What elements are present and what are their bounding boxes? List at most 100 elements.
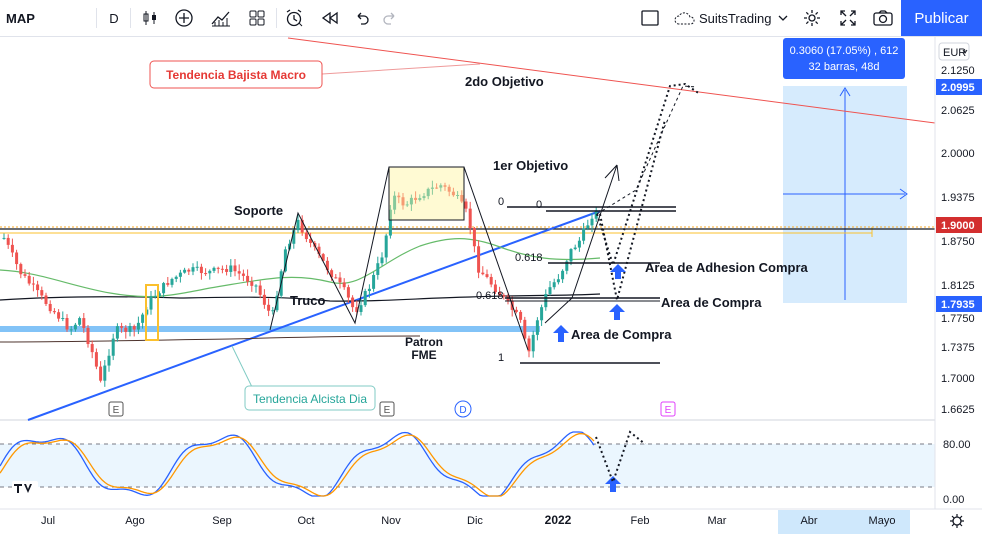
- time-tick: 2022: [545, 513, 572, 527]
- candle-body: [27, 275, 31, 284]
- time-tick: Feb: [631, 515, 650, 527]
- candle-body: [31, 283, 35, 285]
- layout-icon[interactable]: [636, 0, 664, 36]
- ma-short-line: [0, 238, 601, 298]
- candle-body: [229, 265, 233, 272]
- dividend-marker[interactable]: [454, 400, 472, 418]
- indicators-icon[interactable]: [206, 0, 236, 36]
- candle-body: [115, 326, 119, 339]
- candle-body: [405, 204, 409, 206]
- candle-body: [321, 254, 325, 261]
- time-range-highlight: [778, 510, 910, 534]
- candle-body: [552, 282, 556, 288]
- candle-body: [195, 266, 199, 268]
- price-candles: [2, 180, 598, 387]
- price-tick: 2.0625: [941, 105, 975, 117]
- replay-icon[interactable]: [316, 0, 344, 36]
- candle-body: [233, 265, 237, 272]
- candle-body: [472, 228, 476, 247]
- price-tick: 2.0000: [941, 148, 975, 160]
- candle-body: [414, 197, 418, 200]
- candle-body: [220, 268, 224, 270]
- candle-body: [430, 187, 434, 189]
- price-axis[interactable]: [935, 37, 982, 509]
- bull-trend-line[interactable]: [27, 210, 601, 421]
- redo-icon[interactable]: [378, 0, 402, 36]
- candle-body: [166, 283, 170, 285]
- candle-body: [10, 244, 14, 253]
- chevron-down-icon[interactable]: [774, 0, 792, 36]
- candle-body: [61, 317, 65, 319]
- candle-body: [258, 285, 262, 295]
- undo-icon[interactable]: [350, 0, 374, 36]
- pattern-label-line1: Patron: [405, 335, 443, 349]
- top-toolbar: MAP D SuitsTrading Publicar: [0, 0, 982, 37]
- candle-body: [468, 208, 472, 229]
- fullscreen-icon[interactable]: [834, 0, 862, 36]
- bull-trend-callout[interactable]: [244, 385, 376, 411]
- candle-body: [586, 225, 590, 229]
- oscillator-tick: 80.00: [943, 439, 971, 451]
- candle-body: [355, 307, 359, 312]
- candle-body: [300, 219, 304, 233]
- consolidation-box[interactable]: [388, 166, 465, 221]
- candle-body: [456, 195, 460, 197]
- price-tick: 2.1250: [941, 65, 975, 77]
- candle-body: [426, 188, 430, 197]
- candle-body: [48, 303, 52, 312]
- currency-button[interactable]: [938, 42, 970, 61]
- brand-label[interactable]: SuitsTrading: [699, 10, 772, 26]
- candle-body: [590, 218, 594, 226]
- candle-body: [174, 276, 178, 279]
- candle-body: [502, 294, 506, 297]
- time-tick: Nov: [381, 515, 401, 527]
- settings-icon[interactable]: [798, 0, 826, 36]
- candle-body: [225, 269, 229, 272]
- candle-body: [573, 247, 577, 250]
- candle-body: [351, 297, 355, 308]
- add-indicator-icon[interactable]: [170, 0, 198, 36]
- earnings-marker[interactable]: [108, 401, 124, 417]
- time-ticks: Jul Ago Sep Oct Nov Dic 2022 Feb Mar Abr…: [41, 513, 895, 527]
- candle-body: [447, 186, 451, 192]
- candle-body: [380, 257, 384, 264]
- candle-body: [514, 309, 518, 312]
- fib-label-0: 0: [536, 199, 542, 211]
- candle-body: [149, 296, 153, 310]
- buy-arrow-icon: [610, 264, 626, 279]
- candle-body: [561, 270, 565, 280]
- candle-body: [346, 287, 350, 298]
- cloud-icon[interactable]: [672, 0, 698, 36]
- axis-settings-icon[interactable]: [950, 514, 964, 528]
- bull-callout-pointer: [231, 345, 253, 388]
- divider: [130, 8, 131, 28]
- candle-body: [57, 312, 61, 319]
- ma-very-long-line: [0, 335, 421, 343]
- bear-trend-callout[interactable]: [149, 60, 323, 89]
- candles-icon[interactable]: [136, 0, 164, 36]
- candle-body: [271, 310, 275, 312]
- candle-body: [52, 311, 56, 313]
- snapshot-icon[interactable]: [868, 0, 898, 36]
- tradingview-logo: [12, 481, 38, 495]
- truco-box[interactable]: [145, 284, 159, 341]
- candle-body: [36, 284, 40, 291]
- earnings-marker[interactable]: [379, 401, 395, 417]
- candle-body: [283, 249, 287, 272]
- publish-button[interactable]: Publicar: [901, 0, 982, 36]
- interval-button[interactable]: D: [109, 10, 119, 26]
- bear-trend-line[interactable]: [287, 37, 936, 124]
- candle-body: [170, 278, 174, 285]
- earnings-marker[interactable]: [660, 401, 676, 417]
- price-tick: 1.6625: [941, 404, 975, 416]
- symbol-search[interactable]: MAP: [6, 10, 35, 26]
- candle-body: [418, 198, 422, 200]
- alert-icon[interactable]: [280, 0, 308, 36]
- projection-path-main: [596, 82, 701, 269]
- chart-area[interactable]: Tendencia Bajista Macro Tendencia Alcist…: [0, 37, 982, 534]
- candle-body: [565, 261, 569, 271]
- layouts-icon[interactable]: [243, 0, 271, 36]
- candle-body: [372, 274, 376, 289]
- candle-body: [132, 326, 136, 330]
- candle-body: [443, 185, 447, 187]
